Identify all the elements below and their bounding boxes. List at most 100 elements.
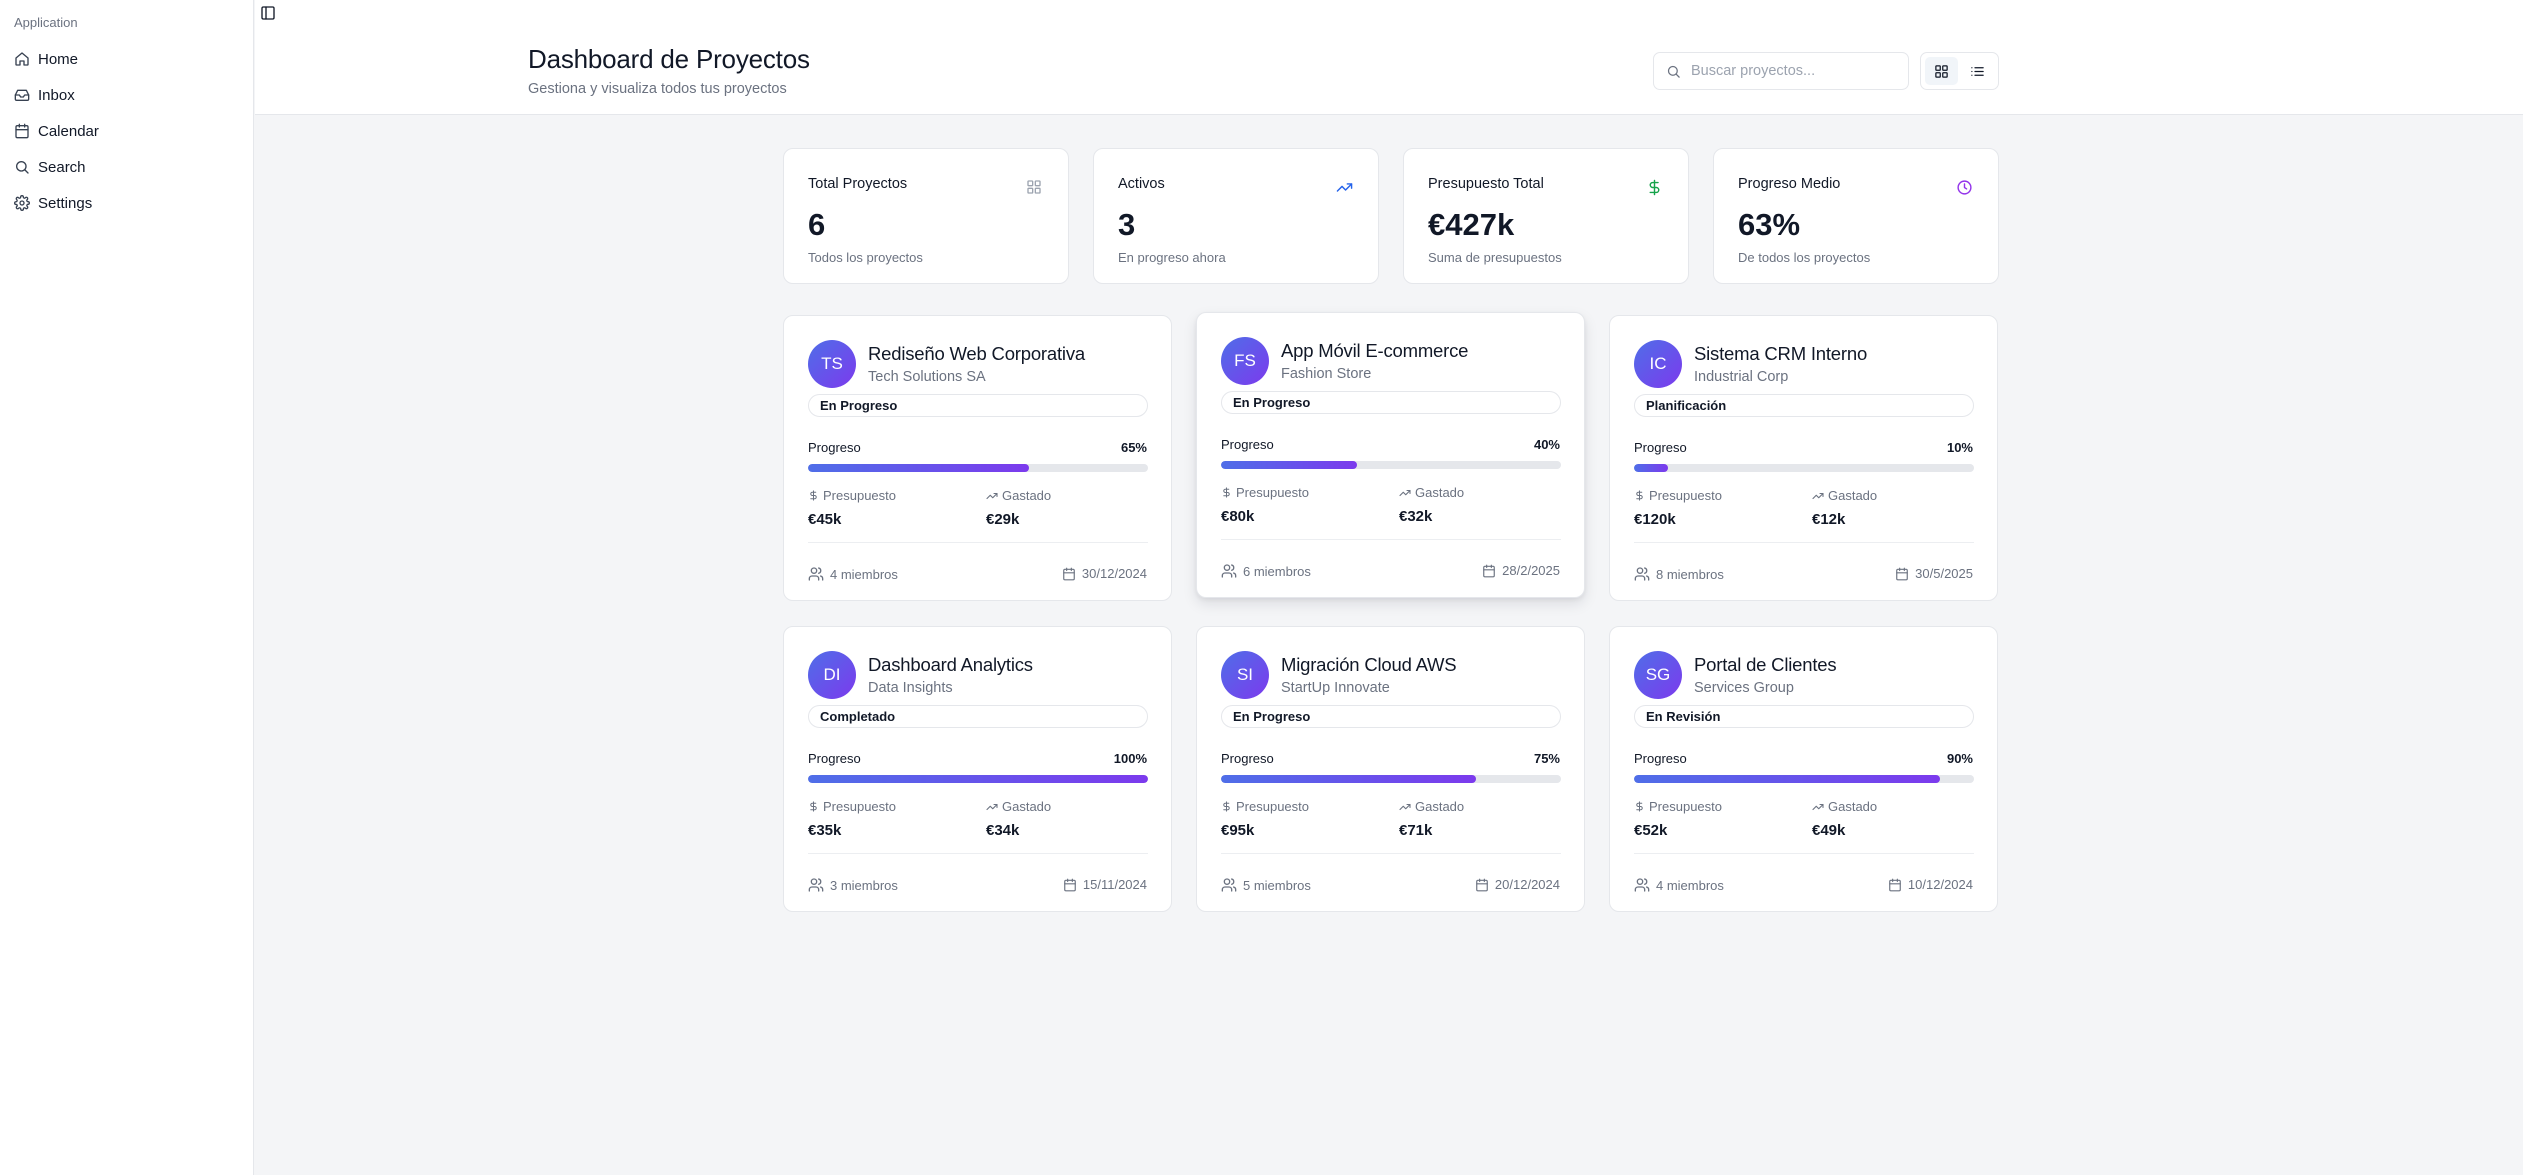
calendar-icon — [1482, 564, 1496, 578]
card-divider — [1634, 542, 1974, 543]
stat-description: De todos los proyectos — [1738, 250, 1871, 265]
spent-label-row: Gastado — [1399, 485, 1464, 500]
project-client: Services Group — [1694, 680, 1794, 696]
date-row: 10/12/2024 — [1888, 877, 1973, 892]
members-row: 5 miembros — [1221, 877, 1311, 893]
status-badge: En Progreso — [1221, 705, 1561, 728]
search-input[interactable] — [1691, 63, 1891, 79]
sidebar-item-settings[interactable]: Settings — [0, 185, 254, 221]
budget-value: €120k — [1634, 511, 1676, 528]
stat-description: Suma de presupuestos — [1428, 250, 1562, 265]
sidebar-item-calendar[interactable]: Calendar — [0, 113, 254, 149]
progress-bar — [1221, 461, 1561, 469]
sidebar-item-label: Settings — [38, 194, 93, 212]
sidebar-item-label: Home — [38, 50, 79, 68]
progress-bar-fill — [808, 775, 1148, 783]
progress-bar — [808, 775, 1148, 783]
dollar-icon — [1221, 801, 1232, 812]
project-card[interactable]: TS Rediseño Web Corporativa Tech Solutio… — [783, 315, 1172, 601]
members-count: 4 miembros — [830, 566, 898, 582]
stat-value: €427k — [1428, 207, 1515, 242]
progress-label: Progreso — [1221, 751, 1274, 766]
dollar-icon — [808, 490, 819, 501]
grid-view-button[interactable] — [1925, 57, 1958, 85]
project-card[interactable]: IC Sistema CRM Interno Industrial Corp P… — [1609, 315, 1998, 601]
calendar-icon — [1475, 878, 1489, 892]
dollar-icon — [1634, 490, 1645, 501]
stat-label: Presupuesto Total — [1428, 176, 1544, 192]
budget-value: €52k — [1634, 822, 1668, 839]
project-card[interactable]: FS App Móvil E-commerce Fashion Store En… — [1196, 312, 1585, 598]
sidebar-item-home[interactable]: Home — [0, 41, 254, 77]
progress-bar-fill — [1634, 464, 1668, 472]
settings-icon — [14, 195, 30, 211]
project-client: Tech Solutions SA — [868, 369, 986, 385]
date-row: 20/12/2024 — [1475, 877, 1560, 892]
project-card[interactable]: SG Portal de Clientes Services Group En … — [1609, 626, 1998, 912]
project-title: Rediseño Web Corporativa — [868, 343, 1085, 364]
spent-value: €29k — [986, 511, 1020, 528]
budget-label-row: Presupuesto — [1634, 488, 1722, 503]
status-badge: Completado — [808, 705, 1148, 728]
panel-left-icon — [260, 5, 276, 21]
spent-label: Gastado — [1828, 799, 1878, 814]
members-row: 8 miembros — [1634, 566, 1724, 582]
spent-label: Gastado — [1002, 488, 1052, 503]
calendar-icon — [14, 123, 30, 139]
page-subtitle: Gestiona y visualiza todos tus proyectos — [528, 81, 787, 97]
search-icon — [14, 159, 30, 175]
project-title: Portal de Clientes — [1694, 654, 1837, 675]
project-card[interactable]: SI Migración Cloud AWS StartUp Innovate … — [1196, 626, 1585, 912]
project-client: Data Insights — [868, 680, 953, 696]
budget-label: Presupuesto — [1649, 799, 1722, 814]
due-date: 20/12/2024 — [1494, 877, 1560, 892]
budget-label: Presupuesto — [823, 488, 896, 503]
sidebar-item-search[interactable]: Search — [0, 149, 254, 185]
status-badge: Planificación — [1634, 394, 1974, 417]
members-count: 3 miembros — [830, 877, 898, 893]
trending-up-icon — [986, 490, 998, 502]
spent-label: Gastado — [1828, 488, 1878, 503]
due-date: 30/5/2025 — [1915, 566, 1973, 581]
stat-value: 63% — [1738, 207, 1801, 242]
stat-description: En progreso ahora — [1118, 250, 1226, 265]
project-card[interactable]: DI Dashboard Analytics Data Insights Com… — [783, 626, 1172, 912]
members-row: 6 miembros — [1221, 563, 1311, 579]
sidebar-item-label: Search — [38, 158, 86, 176]
spent-label-row: Gastado — [1399, 799, 1464, 814]
trending-up-icon — [986, 801, 998, 813]
progress-label: Progreso — [1634, 440, 1687, 455]
users-icon — [808, 566, 824, 582]
spent-value: €34k — [986, 822, 1020, 839]
members-count: 5 miembros — [1243, 877, 1311, 893]
budget-label: Presupuesto — [1236, 485, 1309, 500]
progress-value: 40% — [1533, 437, 1560, 452]
project-avatar: TS — [808, 340, 856, 388]
grid-icon — [1934, 64, 1949, 79]
stat-value: 6 — [808, 207, 826, 242]
list-view-button[interactable] — [1962, 57, 1995, 85]
trending-up-icon — [1336, 179, 1354, 197]
progress-bar-fill — [1221, 775, 1476, 783]
project-avatar: FS — [1221, 337, 1269, 385]
progress-bar — [808, 464, 1148, 472]
sidebar-toggle-button[interactable] — [259, 4, 277, 22]
project-title: Dashboard Analytics — [868, 654, 1033, 675]
members-row: 4 miembros — [808, 566, 898, 582]
sidebar-item-inbox[interactable]: Inbox — [0, 77, 254, 113]
spent-label-row: Gastado — [1812, 799, 1877, 814]
budget-label-row: Presupuesto — [808, 799, 896, 814]
project-avatar: IC — [1634, 340, 1682, 388]
spent-label: Gastado — [1002, 799, 1052, 814]
budget-label-row: Presupuesto — [1221, 485, 1309, 500]
users-icon — [1221, 563, 1237, 579]
progress-bar-fill — [808, 464, 1029, 472]
progress-bar-fill — [1634, 775, 1940, 783]
stat-description: Todos los proyectos — [808, 250, 923, 265]
progress-label: Progreso — [808, 440, 861, 455]
card-divider — [1634, 853, 1974, 854]
stat-value: 3 — [1118, 207, 1136, 242]
due-date: 30/12/2024 — [1081, 566, 1147, 581]
calendar-icon — [1062, 567, 1076, 581]
card-divider — [1221, 853, 1561, 854]
